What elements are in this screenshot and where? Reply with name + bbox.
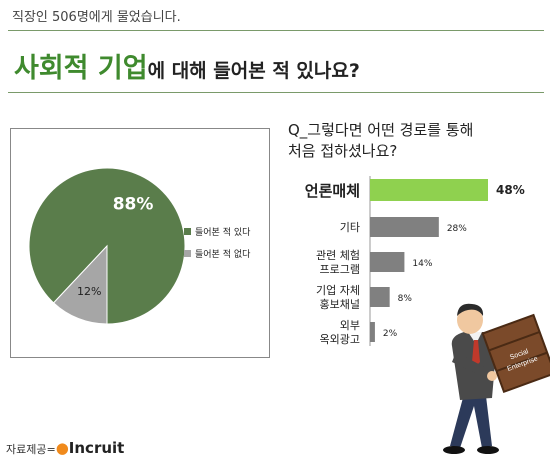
survey-subtitle: 직장인 506명에게 물었습니다. (12, 10, 181, 25)
headline: 사회적 기업에 대해 들어본 적 있나요? (14, 46, 360, 85)
bar-2 (370, 217, 439, 237)
pie-slice-2 (52, 244, 108, 325)
bar-category-label-4-2: 홍보채널 (320, 297, 360, 311)
bar-value-label-3: 14% (412, 259, 432, 269)
headline-accent: 사회적 기업 (14, 53, 148, 84)
bar-category-label-5-2: 옥외광고 (320, 333, 360, 346)
source-brand: Incruit (68, 439, 125, 457)
top-divider (8, 30, 544, 31)
bar-category-label-2: 기타 (340, 221, 360, 234)
bar-value-label-5: 2% (383, 329, 398, 339)
question: Q_그렇다면 어떤 경로를 통해 처음 접하셨나요? (288, 120, 473, 162)
pie-value-label-1: 88% (113, 195, 154, 215)
legend-label-2: 들어본 적 없다 (195, 248, 251, 260)
headline-rest: 에 대해 들어본 적 있나요? (147, 60, 360, 82)
pie-value-label-2: 12% (77, 285, 101, 298)
bar-value-label-1: 48% (496, 183, 525, 197)
bar-category-label-4-1: 기업 자체 (316, 284, 360, 297)
bar-3 (370, 252, 405, 272)
question-line-1: Q_그렇다면 어떤 경로를 통해 (288, 121, 474, 139)
bar-category-label-3-2: 프로그램 (320, 263, 360, 276)
bar-1 (370, 179, 488, 201)
incruit-logo: ●Incruit (55, 439, 125, 457)
question-line-2: 처음 접하셨나요? (288, 142, 398, 160)
source-label: 자료제공= (6, 443, 56, 456)
bar-category-label-5-1: 외부 (340, 319, 360, 332)
mid-divider (8, 92, 544, 93)
source-credit: 자료제공=●Incruit (6, 439, 124, 457)
bar-4 (370, 287, 390, 307)
bar-value-label-4: 8% (398, 294, 413, 304)
legend-swatch-1 (184, 228, 191, 235)
bar-5 (370, 322, 375, 342)
bar-value-label-2: 28% (447, 224, 467, 234)
bar-category-label-1: 언론매체 (305, 182, 360, 200)
person-carrying-box-illustration: Social Enterprise (443, 303, 550, 454)
legend-swatch-2 (184, 250, 191, 257)
legend-label-1: 들어본 적 있다 (195, 226, 251, 238)
bar-category-label-3-1: 관련 체험 (316, 249, 360, 262)
